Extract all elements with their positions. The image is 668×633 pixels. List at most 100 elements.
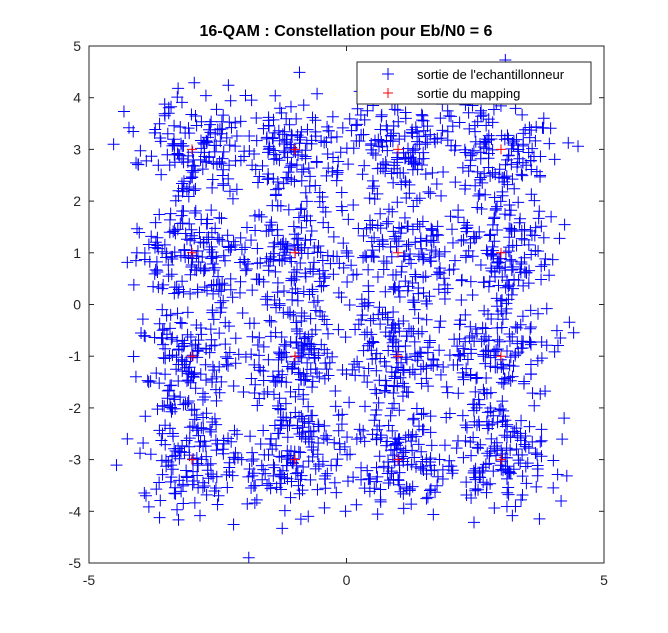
received-sample-point bbox=[396, 377, 409, 390]
received-sample-point bbox=[558, 218, 571, 231]
received-sample-point bbox=[399, 275, 412, 288]
received-sample-point bbox=[496, 395, 509, 408]
received-sample-point bbox=[468, 415, 481, 428]
received-sample-point bbox=[390, 348, 403, 361]
received-sample-point bbox=[478, 333, 491, 346]
received-sample-point bbox=[198, 480, 211, 493]
received-sample-point bbox=[299, 186, 312, 199]
received-sample-point bbox=[484, 228, 497, 241]
received-sample-point bbox=[317, 201, 330, 214]
received-sample-point bbox=[267, 240, 280, 253]
received-sample-point bbox=[440, 411, 453, 424]
received-sample-point bbox=[148, 331, 161, 344]
received-sample-point bbox=[362, 279, 375, 292]
received-sample-point bbox=[399, 106, 412, 119]
received-sample-point bbox=[477, 383, 490, 396]
received-sample-point bbox=[516, 310, 529, 323]
received-sample-point bbox=[397, 364, 410, 377]
received-sample-point bbox=[473, 173, 486, 186]
received-sample-point bbox=[385, 167, 398, 180]
received-sample-point bbox=[524, 336, 537, 349]
received-sample-point bbox=[376, 233, 389, 246]
received-sample-point bbox=[199, 358, 212, 371]
received-sample-point bbox=[412, 250, 425, 263]
received-sample-point bbox=[413, 346, 426, 359]
received-sample-point bbox=[473, 188, 486, 201]
received-sample-point bbox=[197, 264, 210, 277]
received-sample-point bbox=[547, 481, 560, 494]
received-sample-point bbox=[175, 485, 188, 498]
received-sample-point bbox=[459, 434, 472, 447]
received-sample-point bbox=[215, 375, 228, 388]
received-sample-point bbox=[515, 493, 528, 506]
received-sample-point bbox=[380, 360, 393, 373]
received-sample-point bbox=[362, 362, 375, 375]
received-sample-point bbox=[161, 127, 174, 140]
received-sample-point bbox=[522, 277, 535, 290]
received-sample-point bbox=[494, 403, 507, 416]
mapping-point bbox=[393, 247, 403, 258]
received-sample-point bbox=[217, 177, 230, 190]
received-sample-point bbox=[165, 333, 178, 346]
received-sample-point bbox=[567, 326, 580, 339]
received-sample-point bbox=[290, 112, 303, 125]
received-sample-point bbox=[245, 234, 258, 247]
received-sample-point bbox=[477, 348, 490, 361]
received-sample-point bbox=[162, 270, 175, 283]
received-sample-point bbox=[395, 222, 408, 235]
received-sample-point bbox=[409, 268, 422, 281]
received-sample-point bbox=[416, 109, 429, 122]
received-sample-point bbox=[500, 307, 513, 320]
received-sample-point bbox=[491, 322, 504, 335]
received-sample-point bbox=[359, 249, 372, 262]
received-sample-point bbox=[400, 191, 413, 204]
received-sample-point bbox=[342, 158, 355, 171]
received-sample-point bbox=[267, 469, 280, 482]
received-sample-point bbox=[484, 351, 497, 364]
received-sample-point bbox=[207, 470, 220, 483]
received-sample-point bbox=[480, 330, 493, 343]
received-sample-point bbox=[412, 281, 425, 294]
received-sample-point bbox=[441, 386, 454, 399]
received-sample-point bbox=[274, 483, 287, 496]
received-sample-point bbox=[466, 288, 479, 301]
received-sample-point bbox=[515, 232, 528, 245]
received-sample-point bbox=[512, 196, 525, 209]
received-sample-point bbox=[315, 134, 328, 147]
received-sample-point bbox=[330, 459, 343, 472]
received-sample-point bbox=[503, 198, 516, 211]
mapping-point bbox=[187, 144, 197, 155]
received-sample-point bbox=[148, 126, 161, 139]
received-sample-point bbox=[248, 496, 261, 509]
received-sample-point bbox=[205, 115, 218, 128]
received-sample-point bbox=[491, 416, 504, 429]
received-sample-point bbox=[501, 486, 514, 499]
received-sample-point bbox=[500, 274, 513, 287]
received-sample-point bbox=[495, 444, 508, 457]
received-sample-point bbox=[299, 331, 312, 344]
received-sample-point bbox=[196, 163, 209, 176]
received-sample-point bbox=[480, 486, 493, 499]
received-sample-point bbox=[342, 250, 355, 263]
received-sample-point bbox=[229, 446, 242, 459]
received-sample-point bbox=[469, 385, 482, 398]
received-sample-point bbox=[289, 406, 302, 419]
received-sample-point bbox=[276, 522, 289, 535]
series-mapping-points bbox=[187, 144, 506, 465]
received-sample-point bbox=[382, 215, 395, 228]
received-sample-point bbox=[187, 474, 200, 487]
received-sample-point bbox=[336, 364, 349, 377]
received-sample-point bbox=[413, 192, 426, 205]
received-sample-point bbox=[277, 414, 290, 427]
received-sample-point bbox=[503, 466, 516, 479]
received-sample-point bbox=[304, 312, 317, 325]
received-sample-point bbox=[423, 290, 436, 303]
received-sample-point bbox=[354, 109, 367, 122]
received-sample-point bbox=[417, 286, 430, 299]
received-sample-point bbox=[288, 175, 301, 188]
received-sample-point bbox=[394, 371, 407, 384]
received-sample-point bbox=[333, 443, 346, 456]
mapping-point bbox=[290, 454, 300, 465]
received-sample-point bbox=[467, 230, 480, 243]
received-sample-point bbox=[268, 247, 281, 260]
